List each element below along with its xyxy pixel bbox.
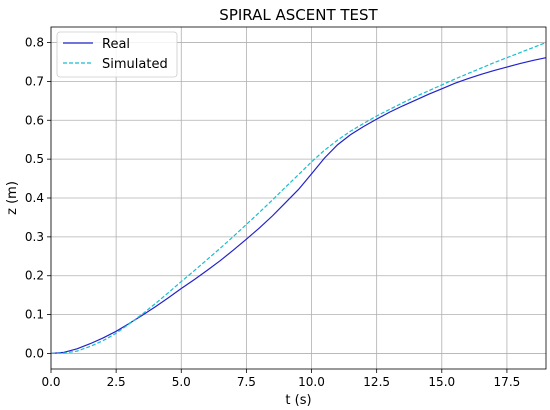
y-tick-label: 0.5 — [25, 152, 44, 166]
y-tick-label: 0.0 — [25, 346, 44, 360]
x-axis-label: t (s) — [285, 393, 311, 408]
x-tick-label: 5.0 — [172, 375, 191, 389]
series-line-simulated — [50, 41, 547, 355]
y-tick-label: 0.6 — [25, 113, 44, 127]
ticks: 0.0 2.5 5.0 7.5 10.0 12.5 15.0 17.5 0.0 0.1 0.2 0.3… — [25, 36, 520, 389]
series-line-real — [50, 57, 547, 355]
x-tick-label: 12.5 — [363, 375, 390, 389]
legend: Real Simulated — [56, 31, 178, 78]
legend-entry-real: Real — [102, 37, 130, 52]
grid — [50, 27, 546, 369]
x-tick-label: 17.5 — [494, 375, 521, 389]
y-axis-label: z (m) — [5, 181, 20, 215]
y-tick-label: 0.4 — [25, 191, 44, 205]
series-layer — [50, 41, 547, 355]
x-tick-label: 0.0 — [41, 375, 60, 389]
y-tick-label: 0.2 — [25, 269, 44, 283]
y-tick-label: 0.7 — [25, 74, 44, 88]
x-tick-label: 15.0 — [428, 375, 455, 389]
x-tick-label: 10.0 — [298, 375, 325, 389]
y-tick-label: 0.1 — [25, 308, 44, 322]
x-tick-label: 7.5 — [237, 375, 256, 389]
chart-title: SPIRAL ASCENT TEST — [219, 6, 378, 24]
y-tick-label: 0.8 — [25, 36, 44, 50]
legend-entry-simulated: Simulated — [102, 57, 168, 72]
y-tick-label: 0.3 — [25, 230, 44, 244]
x-tick-label: 2.5 — [107, 375, 126, 389]
